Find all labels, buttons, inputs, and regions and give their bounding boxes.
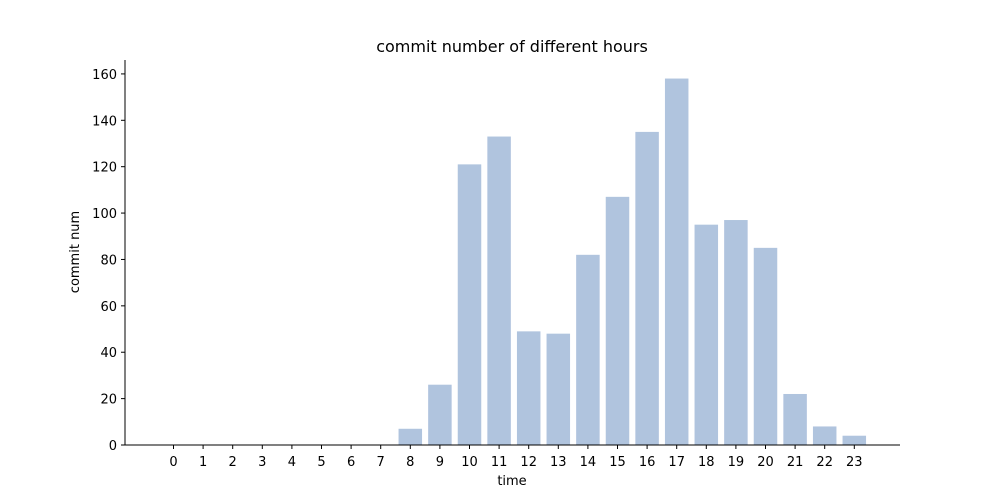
x-tick-label: 9: [436, 455, 444, 470]
x-tick-label: 19: [728, 455, 745, 470]
y-tick-label: 60: [100, 300, 117, 315]
x-tick-label: 8: [406, 455, 414, 470]
x-tick-label: 18: [698, 455, 715, 470]
bar-13: [546, 333, 571, 445]
x-tick-label: 5: [317, 455, 325, 470]
y-tick-label: 0: [109, 439, 117, 454]
x-axis-label: time: [497, 474, 526, 489]
y-tick-label: 20: [100, 393, 117, 408]
x-tick-label: 23: [846, 455, 863, 470]
bar-23: [842, 435, 867, 445]
x-tick-label: 4: [288, 455, 296, 470]
y-tick-label: 160: [92, 68, 117, 83]
bar-14: [576, 254, 600, 445]
bar-18: [694, 224, 719, 445]
x-tick-label: 1: [199, 455, 207, 470]
bars-group: [398, 78, 867, 446]
x-tick-label: 3: [258, 455, 266, 470]
bar-22: [812, 426, 837, 445]
x-tick-label: 10: [461, 455, 478, 470]
x-tick-label: 15: [609, 455, 626, 470]
bar-15: [605, 196, 630, 445]
x-tick-label: 22: [816, 455, 833, 470]
x-tick-label: 14: [580, 455, 597, 470]
x-tick-label: 21: [787, 455, 804, 470]
y-tick-label: 80: [100, 253, 117, 268]
x-tick-label: 11: [491, 455, 508, 470]
bar-16: [635, 131, 659, 445]
bar-20: [753, 247, 778, 445]
bar-17: [664, 78, 689, 446]
y-axis-label: commit num: [68, 211, 83, 293]
y-tick-label: 100: [92, 207, 117, 222]
bar-21: [783, 393, 807, 445]
y-tick-label: 140: [92, 114, 117, 129]
bar-9: [428, 384, 452, 445]
x-tick-label: 17: [668, 455, 685, 470]
bar-19: [724, 220, 748, 445]
chart-title: commit number of different hours: [376, 37, 648, 56]
bar-10: [457, 164, 482, 445]
x-tick-label: 2: [229, 455, 237, 470]
x-tick-label: 20: [757, 455, 774, 470]
x-tick-label: 13: [550, 455, 567, 470]
x-ticks-group: 0 1 2 3 4 5 6 7 8 9 10 11 12 13 14 15 16 17 18 19 20 21 22 23: [169, 445, 863, 470]
bar-12: [516, 331, 541, 445]
y-ticks-group: 0 20 40 60 80 100 120 140 160: [92, 68, 125, 454]
x-tick-label: 0: [169, 455, 177, 470]
x-tick-label: 12: [520, 455, 537, 470]
x-tick-label: 7: [377, 455, 385, 470]
y-tick-label: 40: [100, 346, 117, 361]
x-tick-label: 16: [639, 455, 656, 470]
x-tick-label: 6: [347, 455, 355, 470]
bar-8: [398, 428, 423, 445]
bar-11: [487, 136, 511, 446]
y-tick-label: 120: [92, 161, 117, 176]
